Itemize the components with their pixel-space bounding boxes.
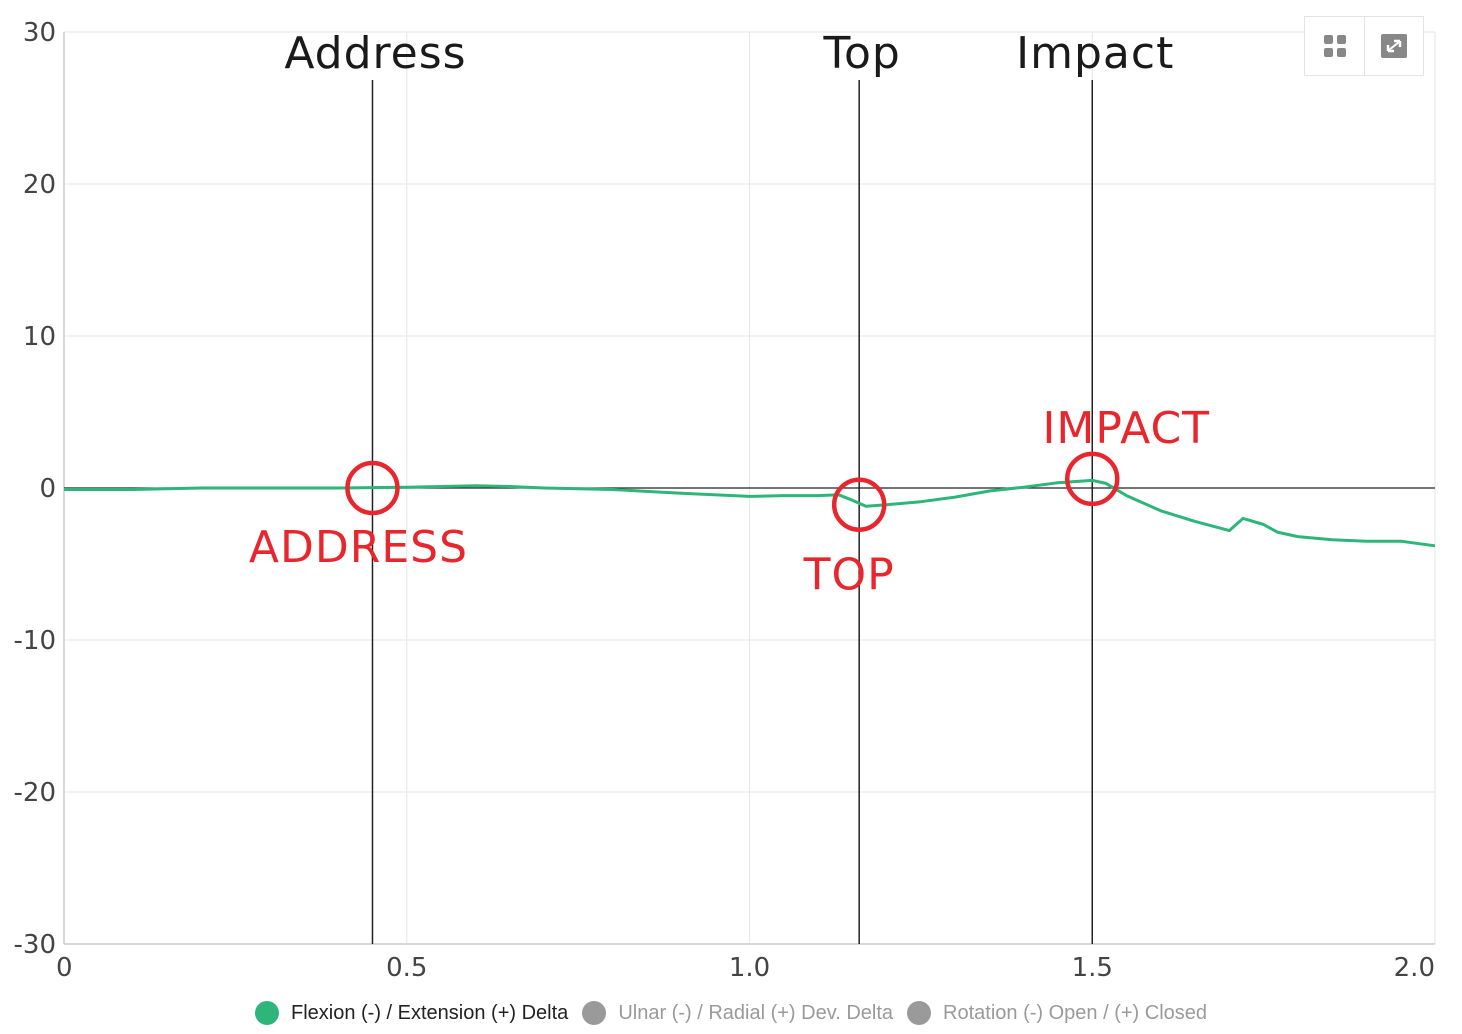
grid-icon [1323,35,1346,57]
annotation-label: TOP [803,550,895,601]
legend-marker-icon [907,1001,932,1025]
legend-marker-icon [254,1001,279,1025]
annotation-label: ADDRESS [249,522,468,573]
x-tick-label: 1.0 [729,953,770,983]
legend-label: Ulnar (-) / Radial (+) Dev. Delta [618,1001,894,1024]
legend-marker-icon [582,1001,607,1025]
y-tick-label: -10 [14,626,56,656]
annotation-circle [831,477,887,532]
annotation-circle [345,460,400,516]
annotation-label: IMPACT [1042,403,1210,454]
legend-item[interactable]: Flexion (-) / Extension (+) Delta [254,1001,569,1025]
legend-label: Flexion (-) / Extension (+) Delta [290,1001,569,1024]
grid-view-button[interactable] [1305,17,1364,75]
phase-marker-label: Impact [1016,28,1174,79]
legend-item[interactable]: Ulnar (-) / Radial (+) Dev. Delta [582,1001,893,1025]
annotations: ADDRESS TOP IMPACT [249,403,1210,601]
legend-label: Rotation (-) Open / (+) Closed [943,1001,1208,1024]
chart-toolbar [1304,16,1424,76]
phase-marker-label: Top [823,28,901,79]
series-line-flexion-extension [64,478,1436,548]
y-tick-label: -20 [14,778,56,808]
y-tick-label: 30 [23,18,56,48]
legend-item[interactable]: Rotation (-) Open / (+) Closed [907,1001,1207,1025]
y-tick-label: -30 [14,930,56,960]
legend: Flexion (-) / Extension (+) Delta Ulnar (… [0,996,1462,1030]
fullscreen-icon [1381,34,1407,58]
x-tick-label: 2.0 [1394,953,1435,983]
x-tick-label: 0 [56,953,73,983]
y-tick-label: 20 [23,170,56,200]
phase-marker-label: Address [284,28,466,79]
x-tick-label: 0.5 [386,953,427,983]
series-layer [64,478,1436,548]
y-tick-label: 10 [23,322,56,352]
x-tick-label: 1.5 [1072,953,1113,983]
y-tick-label: 0 [39,474,56,504]
annotation-circle [1065,451,1120,507]
fullscreen-button[interactable] [1364,17,1423,75]
